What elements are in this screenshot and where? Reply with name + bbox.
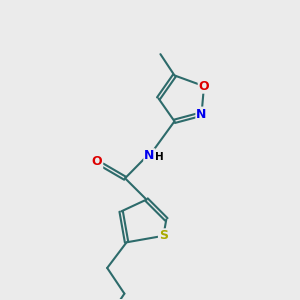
Text: S: S	[159, 229, 168, 242]
Text: O: O	[199, 80, 209, 93]
Text: N: N	[196, 108, 207, 121]
Text: O: O	[92, 155, 102, 169]
Text: N: N	[144, 149, 155, 162]
Text: H: H	[155, 152, 164, 162]
